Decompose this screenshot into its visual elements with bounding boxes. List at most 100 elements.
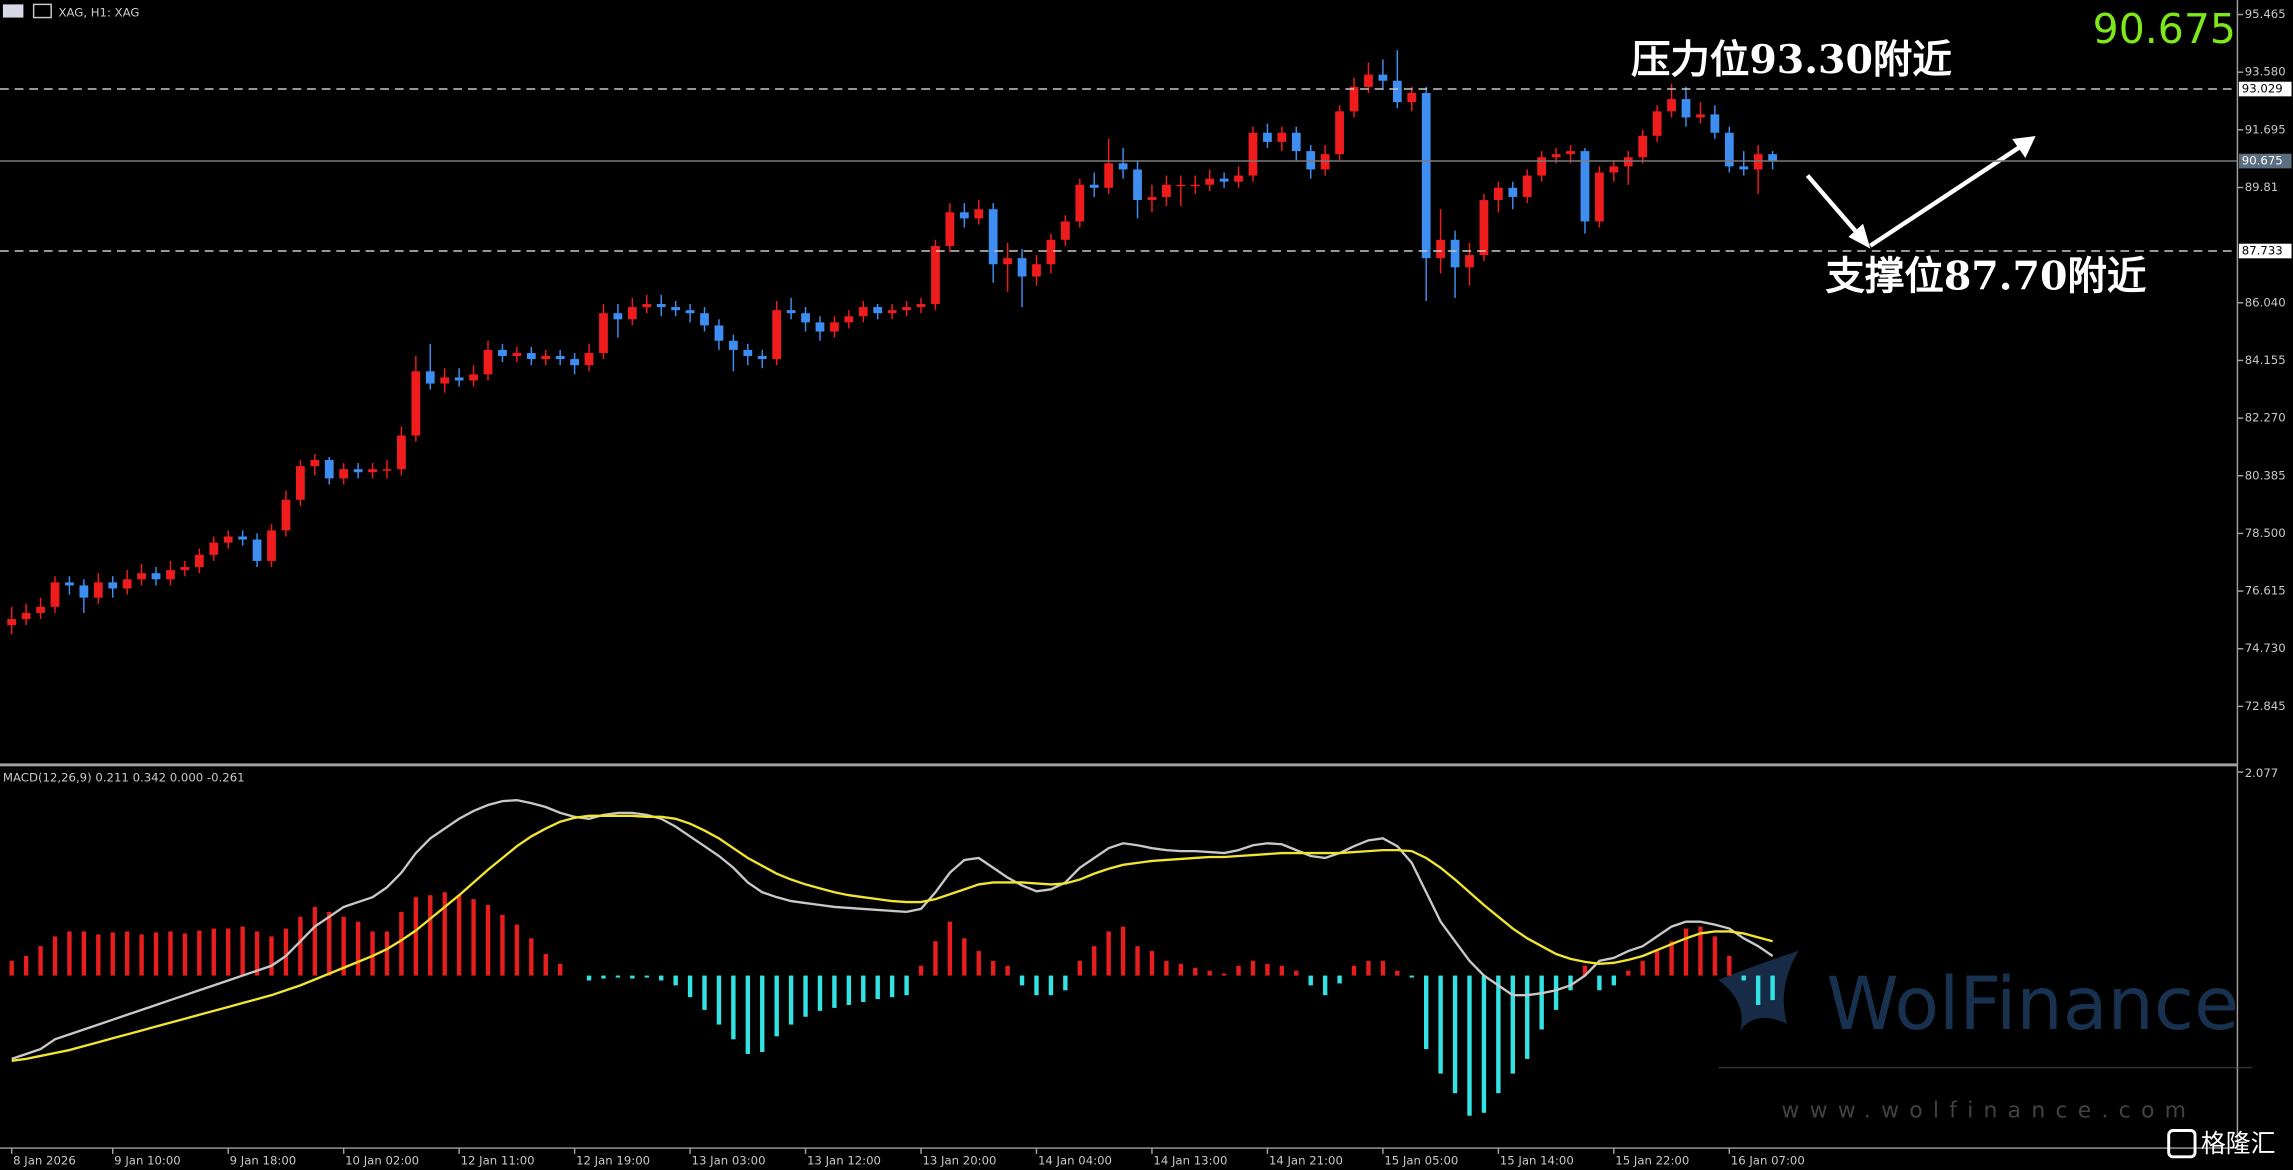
histogram-bar <box>355 921 361 976</box>
candle-body <box>50 582 60 607</box>
watermark: WolFinance www.wolfinance.com <box>1718 950 2253 1124</box>
candle-body <box>541 356 551 360</box>
candle-body <box>858 307 868 317</box>
candle-body <box>209 542 219 555</box>
candle-body <box>108 582 118 589</box>
y-tick-label: 86.040 <box>2245 295 2286 309</box>
candle-body <box>1219 178 1229 182</box>
candle-body <box>1234 175 1243 182</box>
histogram-bar <box>1019 975 1025 986</box>
histogram-bar <box>1265 963 1270 976</box>
y-tick-label: 72.845 <box>2245 699 2286 713</box>
y-tick-label: 78.500 <box>2245 526 2286 540</box>
histogram-bar <box>1755 975 1761 1005</box>
histogram-bar <box>990 960 996 976</box>
histogram-bar <box>327 911 332 976</box>
histogram-bar <box>471 899 476 976</box>
candle-body <box>1320 154 1330 170</box>
candle-body <box>1436 239 1446 259</box>
histogram-bar <box>1178 963 1184 976</box>
histogram-bar <box>745 975 751 1054</box>
histogram-bar <box>110 932 115 976</box>
x-tick-label: 9 Jan 18:00 <box>230 1154 297 1168</box>
candle-body <box>1378 74 1388 81</box>
x-tick-label: 15 Jan 14:00 <box>1500 1154 1574 1168</box>
candle-body <box>483 349 493 375</box>
candle-body <box>1118 163 1128 170</box>
indicator-line <box>11 798 1774 1060</box>
histogram-bar <box>1322 975 1328 996</box>
histogram-bar <box>1568 975 1573 991</box>
histogram-bar <box>1611 975 1617 986</box>
histogram-bar <box>644 975 649 978</box>
logo-text: 格隆汇 <box>2201 1129 2276 1158</box>
candle-body <box>902 307 911 311</box>
candle-body <box>1681 99 1691 118</box>
candle-body <box>1724 132 1734 167</box>
y-tick-label: 89.81 <box>2245 180 2278 194</box>
histogram-bar <box>673 975 678 986</box>
x-tick-label: 9 Jan 10:00 <box>114 1154 181 1168</box>
annotation: 支撑位87.70附近 <box>1825 253 2146 299</box>
histogram-bar <box>312 906 317 976</box>
candle-body <box>194 554 204 568</box>
histogram-bar <box>1294 970 1299 976</box>
histogram-bar <box>1236 965 1241 976</box>
candle-body <box>1450 239 1460 268</box>
histogram-bar <box>370 931 375 976</box>
candle-body <box>425 371 435 384</box>
histogram-bar <box>1034 975 1039 996</box>
y-tick-label: 84.155 <box>2245 353 2286 367</box>
candle-body <box>1263 132 1272 142</box>
histogram-bar <box>1683 928 1689 976</box>
symbol-header: XAG, H1: XAG <box>58 6 139 20</box>
histogram-bar <box>1005 965 1010 976</box>
histogram-bar <box>1409 975 1414 978</box>
candle-body <box>7 619 17 626</box>
candle-body <box>599 313 608 353</box>
x-tick-label: 12 Jan 19:00 <box>576 1154 650 1168</box>
histogram-bar <box>1770 975 1775 1001</box>
histogram-bar <box>1510 975 1515 1074</box>
candle-body <box>1032 264 1041 277</box>
candle-body <box>570 359 579 366</box>
histogram-bar <box>962 938 967 976</box>
candle-body <box>728 340 738 350</box>
y-tick-label: 82.270 <box>2245 411 2286 425</box>
histogram-bar <box>9 960 14 976</box>
histogram-bar <box>1496 975 1501 1094</box>
histogram-bar <box>601 975 606 979</box>
candle-body <box>397 435 406 470</box>
candle-body <box>1046 239 1056 265</box>
y-tick-label: 93.580 <box>2245 65 2286 79</box>
histogram-bar <box>1481 975 1487 1113</box>
candle-body <box>627 307 637 320</box>
watermark-brand: WolFinance <box>1826 962 2239 1047</box>
candle-body <box>786 310 796 314</box>
candle-body <box>887 310 897 314</box>
candle-body <box>873 307 883 314</box>
histogram-bar <box>1048 975 1054 996</box>
candle-body <box>988 209 998 265</box>
histogram-bar <box>702 975 707 1010</box>
x-tick-label: 13 Jan 20:00 <box>922 1154 996 1168</box>
candle-body <box>642 304 652 308</box>
indicator-line <box>11 814 1773 1062</box>
histogram-bar <box>139 934 144 976</box>
histogram-bar <box>1092 946 1097 976</box>
candle-body <box>223 536 233 543</box>
arrow-down <box>1805 174 1865 242</box>
histogram-bar <box>716 975 722 1025</box>
x-tick-label: 16 Jan 07:00 <box>1731 1154 1805 1168</box>
candle-body <box>310 460 320 467</box>
candle-body <box>815 322 825 332</box>
watermark-url: www.wolfinance.com <box>1781 1098 2196 1123</box>
histogram-bar <box>947 921 953 976</box>
candle-body <box>1291 132 1301 152</box>
x-tick-label: 15 Jan 05:00 <box>1384 1154 1458 1168</box>
arrow-up <box>1869 144 2023 248</box>
histogram-bar <box>81 931 87 976</box>
logo-icon <box>2167 1129 2197 1159</box>
